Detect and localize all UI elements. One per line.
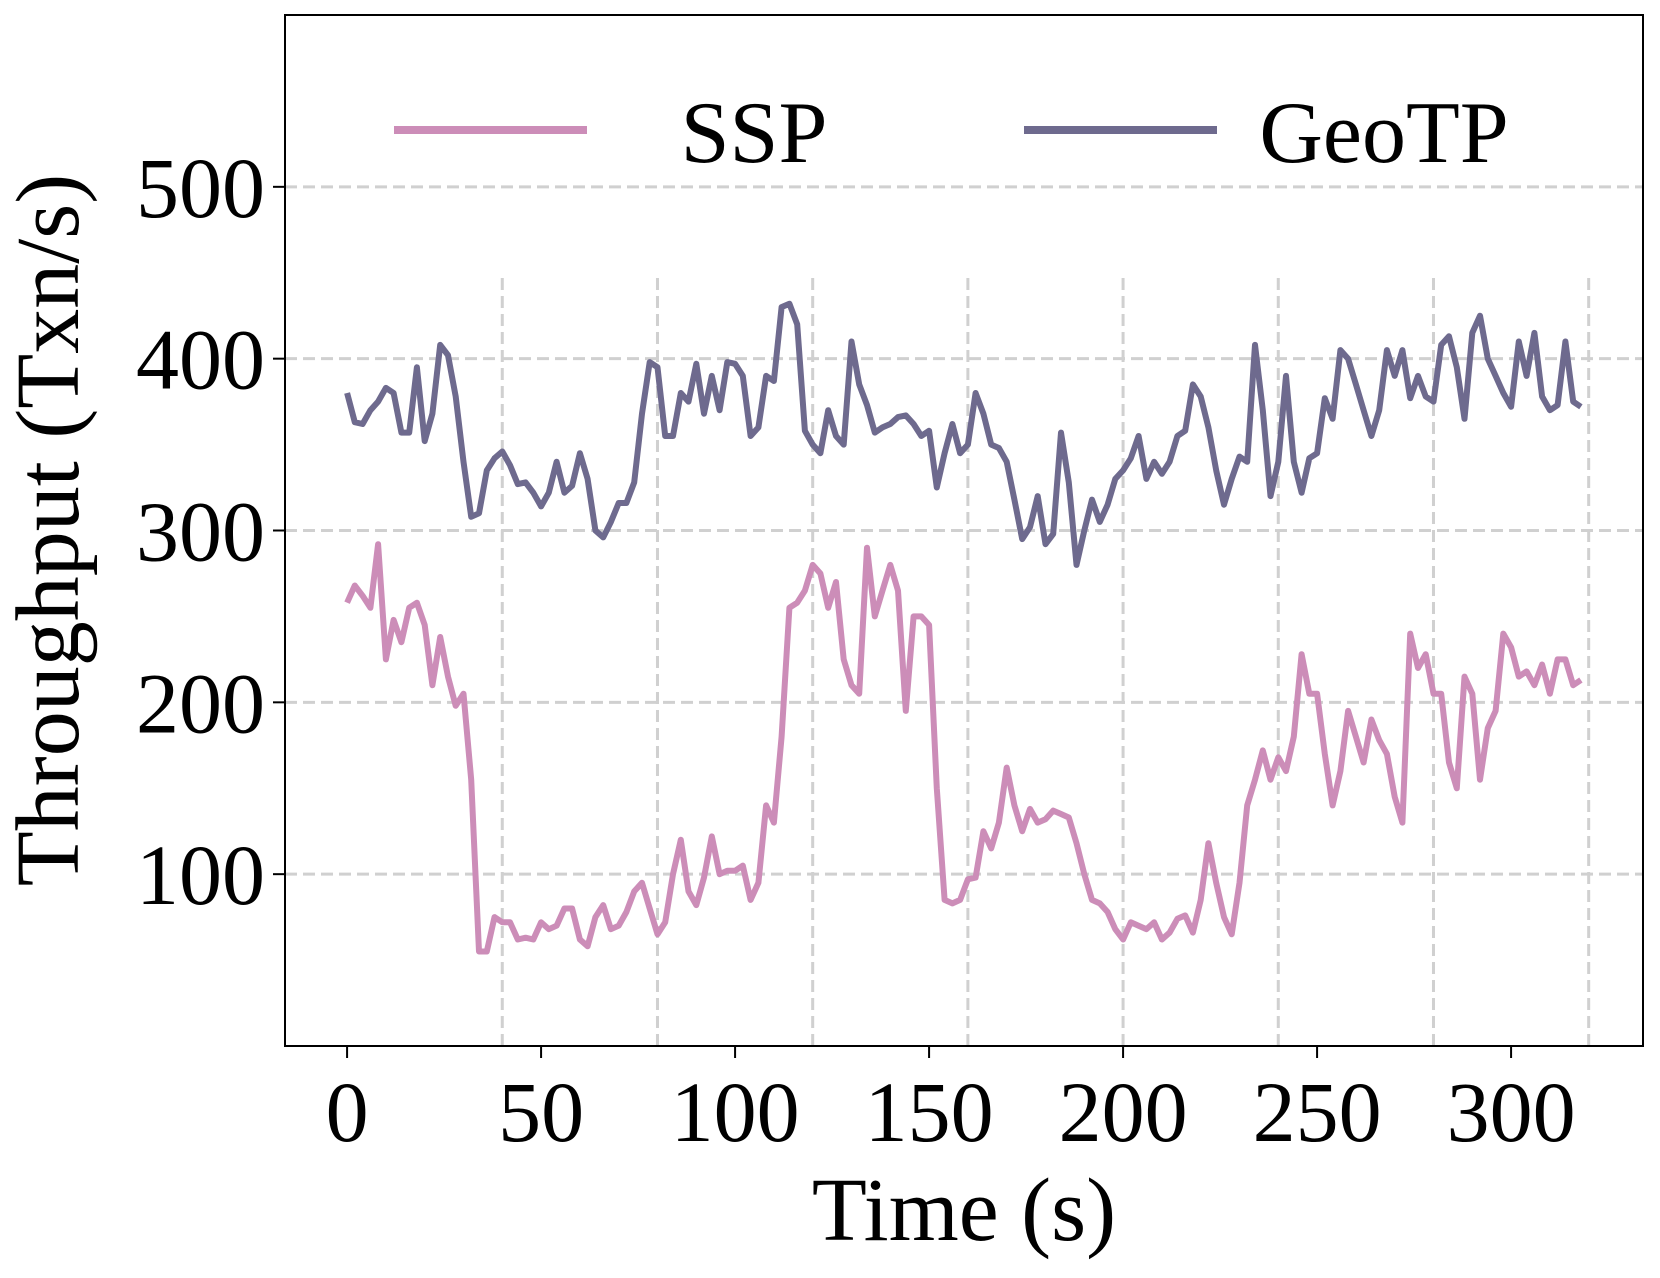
x-tick-label: 200 bbox=[1059, 1064, 1188, 1160]
x-tick-label: 50 bbox=[498, 1064, 584, 1160]
y-tick-label: 100 bbox=[136, 827, 265, 923]
y-axis-label: Throughput (Txn/s) bbox=[0, 174, 98, 886]
legend-label: GeoTP bbox=[1259, 85, 1508, 182]
data-line bbox=[344, 541, 1583, 955]
x-tick-label: 300 bbox=[1447, 1064, 1576, 1160]
x-axis-label: Time (s) bbox=[812, 1161, 1116, 1260]
y-tick-label: 400 bbox=[136, 312, 265, 408]
y-tick-label: 500 bbox=[136, 140, 265, 236]
plot-frame bbox=[284, 14, 1644, 1047]
y-tick-label: 200 bbox=[136, 655, 265, 751]
x-tick-label: 150 bbox=[865, 1064, 994, 1160]
x-tick-label: 250 bbox=[1253, 1064, 1382, 1160]
legend-label: SSP bbox=[681, 85, 828, 182]
x-tick-label: 0 bbox=[326, 1064, 369, 1160]
y-tick-label: 300 bbox=[136, 484, 265, 580]
x-tick-label: 100 bbox=[671, 1064, 800, 1160]
data-line bbox=[344, 300, 1583, 568]
